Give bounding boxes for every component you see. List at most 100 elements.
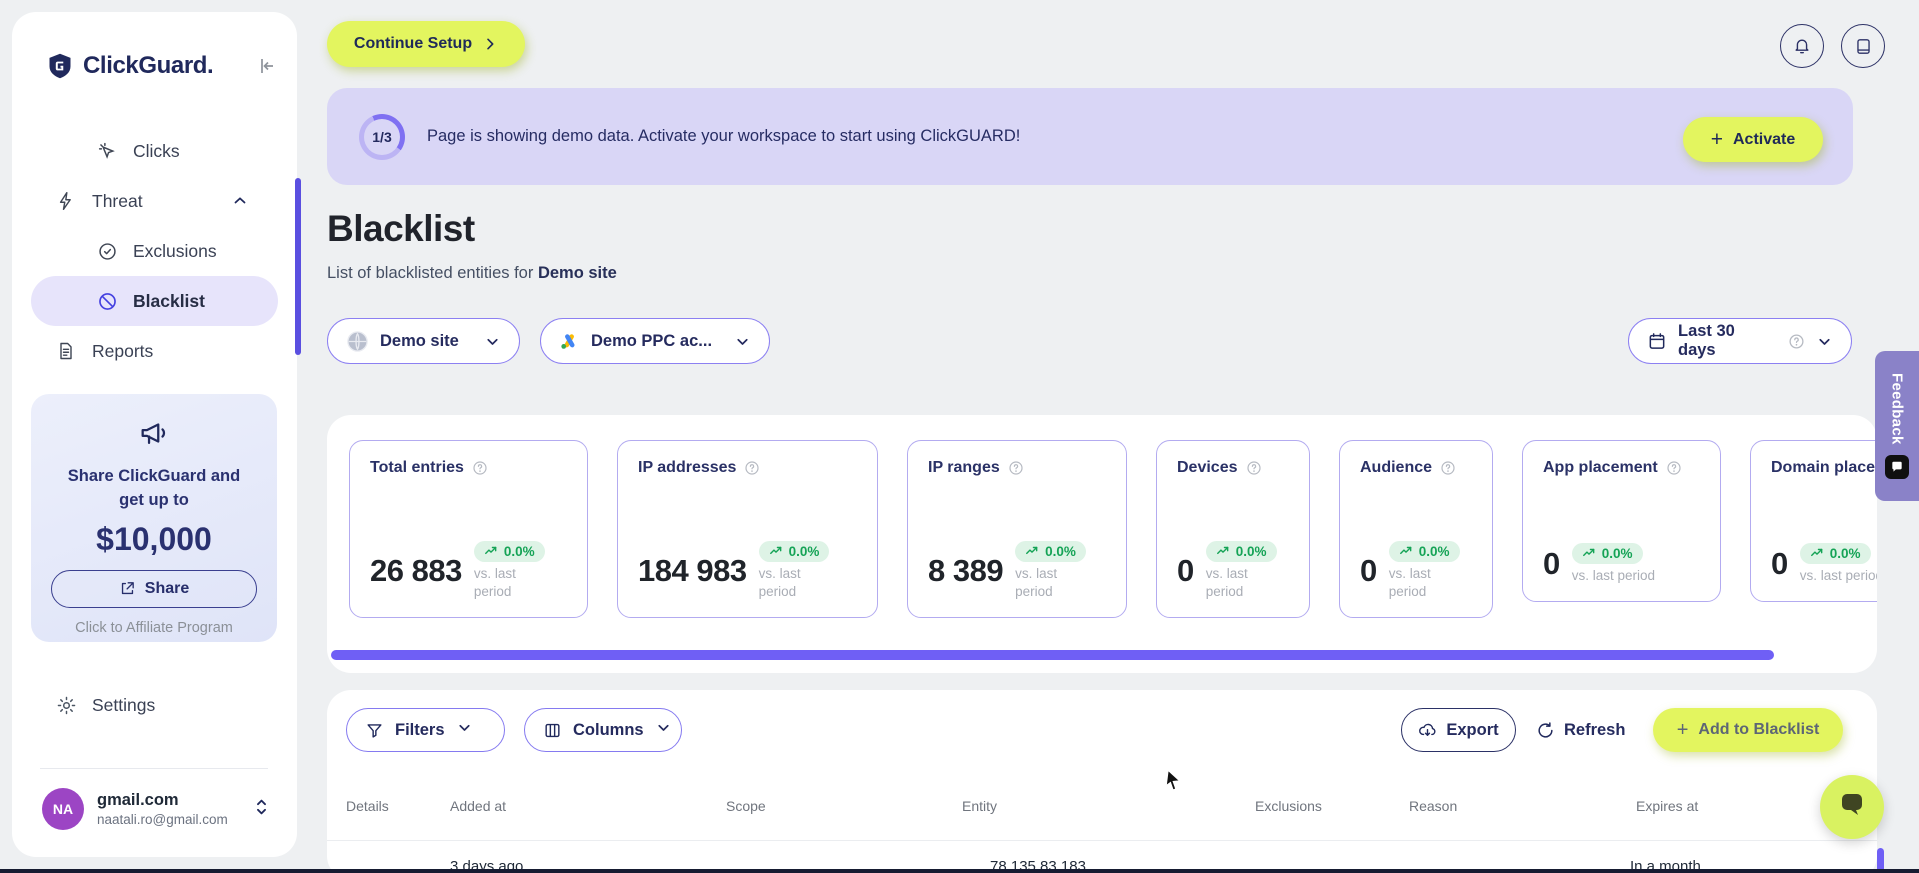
divider [40, 768, 268, 769]
setup-progress-step: 1/3 [372, 128, 392, 145]
affiliate-link[interactable]: Click to Affiliate Program [75, 619, 233, 636]
sidebar-item-label: Blacklist [133, 290, 205, 311]
stat-delta-badge: 0.0% [1015, 540, 1086, 562]
sidebar-item-blacklist[interactable]: Blacklist [31, 276, 278, 326]
column-header-added-at[interactable]: Added at [450, 798, 507, 814]
horizontal-scrollbar[interactable] [331, 650, 1774, 660]
help-icon[interactable] [1440, 460, 1456, 476]
stat-label: Domain placement [1771, 459, 1877, 476]
vertical-scrollbar[interactable] [1877, 848, 1884, 873]
account-name: gmail.com [97, 791, 179, 809]
help-icon[interactable] [1666, 460, 1682, 476]
lightning-bolt-icon [55, 191, 77, 211]
export-button[interactable]: Export [1401, 708, 1516, 752]
help-icon[interactable] [472, 460, 488, 476]
feedback-label: Feedback [1888, 373, 1906, 445]
help-icon[interactable] [1008, 460, 1024, 476]
continue-setup-button[interactable]: Continue Setup [327, 21, 525, 67]
column-header-details[interactable]: Details [346, 798, 389, 814]
sidebar-item-label: Settings [92, 694, 156, 715]
globe-icon [346, 330, 369, 353]
refresh-label: Refresh [1564, 720, 1626, 739]
bell-icon [1792, 36, 1812, 56]
sidebar-item-label: Clicks [133, 140, 180, 161]
stat-period: vs. last period [473, 565, 516, 599]
stat-card-domain-placement: Domain placement 0 0.0% vs. last period [1750, 440, 1877, 602]
calendar-icon [1647, 331, 1667, 351]
columns-icon [543, 721, 562, 740]
stat-period: vs. last period [758, 565, 801, 599]
account-switcher[interactable]: NA gmail.com naatali.ro@gmail.com [42, 788, 270, 830]
columns-button[interactable]: Columns [524, 708, 682, 752]
share-button[interactable]: Share [51, 569, 257, 608]
column-header-expires-at[interactable]: Expires at [1636, 798, 1699, 814]
sidebar-item-reports[interactable]: Reports [12, 326, 297, 376]
sidebar-item-exclusions[interactable]: Exclusions [12, 226, 297, 276]
column-header-scope[interactable]: Scope [726, 798, 766, 814]
page-subtitle-site: Demo site [537, 264, 617, 282]
chevron-down-icon [734, 333, 751, 350]
notifications-button[interactable] [1780, 24, 1824, 68]
plus-icon: + [1676, 718, 1689, 741]
setup-progress-ring: 1/3 [359, 113, 405, 160]
cursor-click-icon [96, 141, 118, 162]
site-selector[interactable]: Demo site [327, 318, 520, 364]
banner-message: Page is showing demo data. Activate your… [427, 127, 1021, 145]
activate-button[interactable]: + Activate [1683, 117, 1823, 162]
stat-delta-badge: 0.0% [473, 540, 545, 562]
sidebar-item-label: Reports [92, 340, 154, 361]
help-icon[interactable] [1246, 460, 1262, 476]
stat-card-total-entries: Total entries 26 883 0.0% vs. last perio… [349, 440, 588, 618]
stats-panel: Total entries 26 883 0.0% vs. last perio… [327, 415, 1877, 673]
stat-card-audience: Audience 0 0.0% vs. last period [1339, 440, 1493, 618]
demo-data-banner: 1/3 Page is showing demo data. Activate … [327, 88, 1853, 185]
trending-up-icon [1025, 544, 1039, 558]
trending-up-icon [1582, 546, 1596, 560]
window-edge [0, 869, 1919, 873]
sidebar-item-settings[interactable]: Settings [12, 680, 297, 730]
sidebar-item-label: Threat [92, 190, 143, 211]
sidebar-item-clicks[interactable]: Clicks [12, 126, 297, 176]
stat-delta-badge: 0.0% [1571, 542, 1643, 564]
help-icon[interactable] [744, 460, 760, 476]
badge-check-icon [96, 241, 118, 262]
export-label: Export [1446, 720, 1499, 739]
stat-label: App placement [1543, 459, 1658, 476]
page-title: Blacklist [327, 208, 475, 249]
stat-delta-badge: 0.0% [1799, 542, 1871, 564]
brand-name: ClickGuard. [83, 52, 214, 79]
feedback-tab[interactable]: Feedback [1875, 351, 1919, 501]
docs-button[interactable] [1841, 24, 1885, 68]
stat-delta-badge: 0.0% [1205, 540, 1277, 562]
document-icon [55, 341, 77, 361]
ppc-account-selector[interactable]: Demo PPC ac... [540, 318, 770, 364]
funnel-icon [365, 721, 384, 740]
stat-card-devices: Devices 0 0.0% vs. last period [1156, 440, 1310, 618]
column-header-reason[interactable]: Reason [1409, 798, 1458, 814]
mouse-cursor [1163, 768, 1185, 797]
stat-value: 0 [1543, 545, 1560, 581]
stat-card-app-placement: App placement 0 0.0% vs. last period [1522, 440, 1721, 602]
brand-logo: ClickGuard. [46, 52, 214, 80]
add-to-blacklist-button[interactable]: + Add to Blacklist [1653, 708, 1843, 752]
stat-label: IP ranges [928, 459, 1000, 476]
refresh-button[interactable]: Refresh [1536, 708, 1625, 752]
filters-button[interactable]: Filters [346, 708, 505, 752]
feedback-logo-icon [1885, 454, 1909, 479]
trending-up-icon [769, 544, 783, 558]
stat-period: vs. last period [1388, 565, 1431, 599]
sidebar-item-threat[interactable]: Threat [12, 176, 297, 226]
date-range-selector[interactable]: Last 30 days [1628, 318, 1852, 364]
page-subtitle-text: List of blacklisted entities for [327, 264, 534, 282]
chevron-up-icon[interactable] [231, 192, 249, 210]
gear-icon [55, 695, 77, 716]
stat-value: 184 983 [638, 552, 747, 588]
stat-label: IP addresses [638, 459, 737, 476]
chevron-right-icon [482, 36, 498, 52]
column-header-exclusions[interactable]: Exclusions [1255, 798, 1322, 814]
collapse-sidebar-icon[interactable] [255, 54, 279, 83]
chat-widget-button[interactable] [1820, 775, 1884, 839]
divider [327, 840, 1877, 841]
sidebar-scroll-indicator[interactable] [295, 178, 301, 355]
column-header-entity[interactable]: Entity [962, 798, 998, 814]
